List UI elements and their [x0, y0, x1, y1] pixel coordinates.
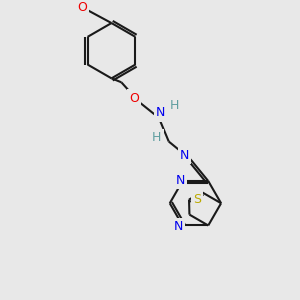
Text: H: H	[152, 131, 162, 144]
Text: N: N	[176, 173, 185, 187]
Text: H: H	[170, 100, 179, 112]
Text: O: O	[129, 92, 139, 105]
Text: O: O	[77, 1, 87, 14]
Text: N: N	[156, 106, 166, 119]
Text: N: N	[174, 220, 183, 233]
Text: S: S	[193, 193, 201, 206]
Text: N: N	[180, 149, 189, 162]
